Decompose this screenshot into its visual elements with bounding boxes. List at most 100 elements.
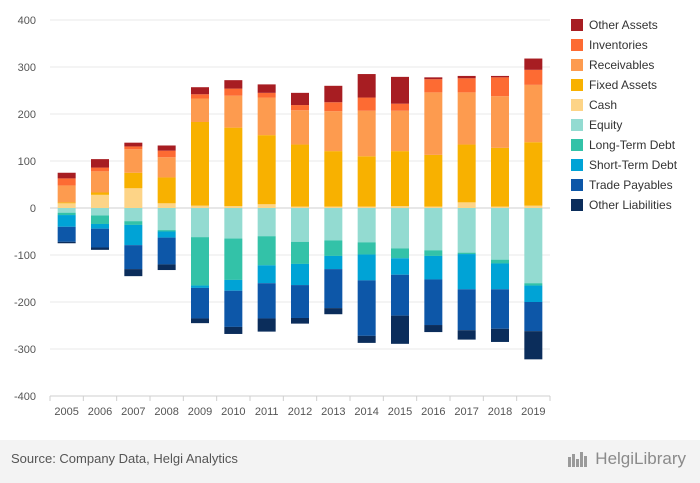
bar-inventories-2011 xyxy=(258,93,276,98)
brand-logo: HelgiLibrary xyxy=(567,449,686,469)
bar-inventories-2006 xyxy=(91,168,109,172)
y-tick-label: 400 xyxy=(18,15,36,27)
bar-trade-payables-2011 xyxy=(258,283,276,318)
bar-short-term-debt-2005 xyxy=(58,215,76,227)
x-tick-label: 2008 xyxy=(154,406,178,418)
bar-short-term-debt-2006 xyxy=(91,224,109,229)
bar-trade-payables-2006 xyxy=(91,229,109,248)
legend-label: Cash xyxy=(589,98,617,112)
legend-swatch-short-term-debt xyxy=(571,159,583,171)
bar-fixed-assets-2018 xyxy=(491,148,509,207)
bar-equity-2014 xyxy=(358,208,376,242)
x-tick-label: 2012 xyxy=(288,406,312,418)
bar-receivables-2005 xyxy=(58,185,76,202)
bar-cash-2019 xyxy=(524,206,542,208)
bar-trade-payables-2007 xyxy=(124,245,142,269)
legend-swatch-inventories xyxy=(571,39,583,51)
bar-other-liabilities-2013 xyxy=(324,308,342,314)
bar-fixed-assets-2016 xyxy=(424,155,442,207)
bar-cash-2018 xyxy=(491,207,509,208)
source-note: Source: Company Data, Helgi Analytics xyxy=(11,451,238,466)
legend-swatch-cash xyxy=(571,99,583,111)
x-tick-label: 2010 xyxy=(221,406,245,418)
bar-trade-payables-2013 xyxy=(324,269,342,308)
bar-other-assets-2009 xyxy=(191,87,209,94)
bar-receivables-2010 xyxy=(224,96,242,128)
y-tick-label: -100 xyxy=(14,250,36,262)
legend-label: Short-Term Debt xyxy=(589,158,678,172)
bar-receivables-2008 xyxy=(158,157,176,177)
bar-fixed-assets-2005 xyxy=(58,202,76,203)
bar-long-term-debt-2007 xyxy=(124,221,142,225)
bar-cash-2014 xyxy=(358,207,376,208)
legend-label: Trade Payables xyxy=(589,178,673,192)
bar-long-term-debt-2006 xyxy=(91,216,109,224)
bar-fixed-assets-2006 xyxy=(91,192,109,194)
bar-equity-2019 xyxy=(524,208,542,283)
bar-inventories-2019 xyxy=(524,70,542,85)
bar-long-term-debt-2013 xyxy=(324,240,342,256)
x-tick-label: 2009 xyxy=(188,406,212,418)
brand-name: HelgiLibrary xyxy=(595,449,686,469)
bar-long-term-debt-2017 xyxy=(458,253,476,254)
bar-inventories-2007 xyxy=(124,146,142,149)
bar-cash-2011 xyxy=(258,204,276,208)
x-tick-label: 2015 xyxy=(388,406,412,418)
legend: Other AssetsInventoriesReceivablesFixed … xyxy=(571,18,678,212)
bar-cash-2009 xyxy=(191,206,209,208)
bar-equity-2005 xyxy=(58,208,76,213)
bar-trade-payables-2015 xyxy=(391,275,409,316)
bar-inventories-2009 xyxy=(191,94,209,98)
bar-cash-2010 xyxy=(224,206,242,208)
library-icon xyxy=(567,451,589,467)
bar-trade-payables-2012 xyxy=(291,285,309,318)
bar-trade-payables-2017 xyxy=(458,289,476,330)
x-tick-label: 2006 xyxy=(88,406,112,418)
bar-short-term-debt-2008 xyxy=(158,232,176,238)
bar-other-liabilities-2005 xyxy=(58,242,76,243)
bar-short-term-debt-2012 xyxy=(291,264,309,285)
legend-swatch-other-assets xyxy=(571,19,583,31)
x-tick-label: 2007 xyxy=(121,406,145,418)
bar-receivables-2012 xyxy=(291,110,309,144)
bar-short-term-debt-2016 xyxy=(424,256,442,280)
bar-cash-2015 xyxy=(391,206,409,208)
bar-inventories-2008 xyxy=(158,151,176,158)
bar-other-assets-2005 xyxy=(58,173,76,179)
bar-trade-payables-2014 xyxy=(358,280,376,335)
bar-receivables-2009 xyxy=(191,98,209,122)
bar-receivables-2017 xyxy=(458,92,476,144)
legend-swatch-receivables xyxy=(571,59,583,71)
bar-other-liabilities-2019 xyxy=(524,331,542,359)
legend-swatch-other-liabilities xyxy=(571,199,583,211)
bar-long-term-debt-2015 xyxy=(391,248,409,258)
bar-equity-2013 xyxy=(324,208,342,240)
bar-inventories-2005 xyxy=(58,178,76,185)
bar-receivables-2014 xyxy=(358,111,376,157)
bar-cash-2007 xyxy=(124,188,142,208)
bar-other-liabilities-2016 xyxy=(424,325,442,332)
x-tick-label: 2018 xyxy=(488,406,512,418)
y-tick-label: 300 xyxy=(18,62,36,74)
bar-receivables-2019 xyxy=(524,85,542,142)
legend-label: Other Assets xyxy=(589,18,658,32)
bar-long-term-debt-2018 xyxy=(491,260,509,264)
y-tick-label: -400 xyxy=(14,391,36,403)
bar-fixed-assets-2013 xyxy=(324,151,342,206)
x-tick-label: 2011 xyxy=(255,406,279,418)
bar-short-term-debt-2017 xyxy=(458,254,476,289)
bar-fixed-assets-2019 xyxy=(524,142,542,205)
bar-long-term-debt-2009 xyxy=(191,237,209,285)
x-tick-label: 2005 xyxy=(54,406,78,418)
bar-long-term-debt-2012 xyxy=(291,242,309,264)
bar-other-liabilities-2014 xyxy=(358,336,376,343)
bar-other-liabilities-2018 xyxy=(491,329,509,342)
bar-short-term-debt-2015 xyxy=(391,258,409,274)
bar-other-liabilities-2015 xyxy=(391,316,409,344)
bar-cash-2008 xyxy=(158,203,176,208)
x-tick-label: 2016 xyxy=(421,406,445,418)
bar-receivables-2007 xyxy=(124,149,142,173)
bar-fixed-assets-2017 xyxy=(458,145,476,203)
bars xyxy=(58,59,543,360)
bar-cash-2016 xyxy=(424,207,442,208)
